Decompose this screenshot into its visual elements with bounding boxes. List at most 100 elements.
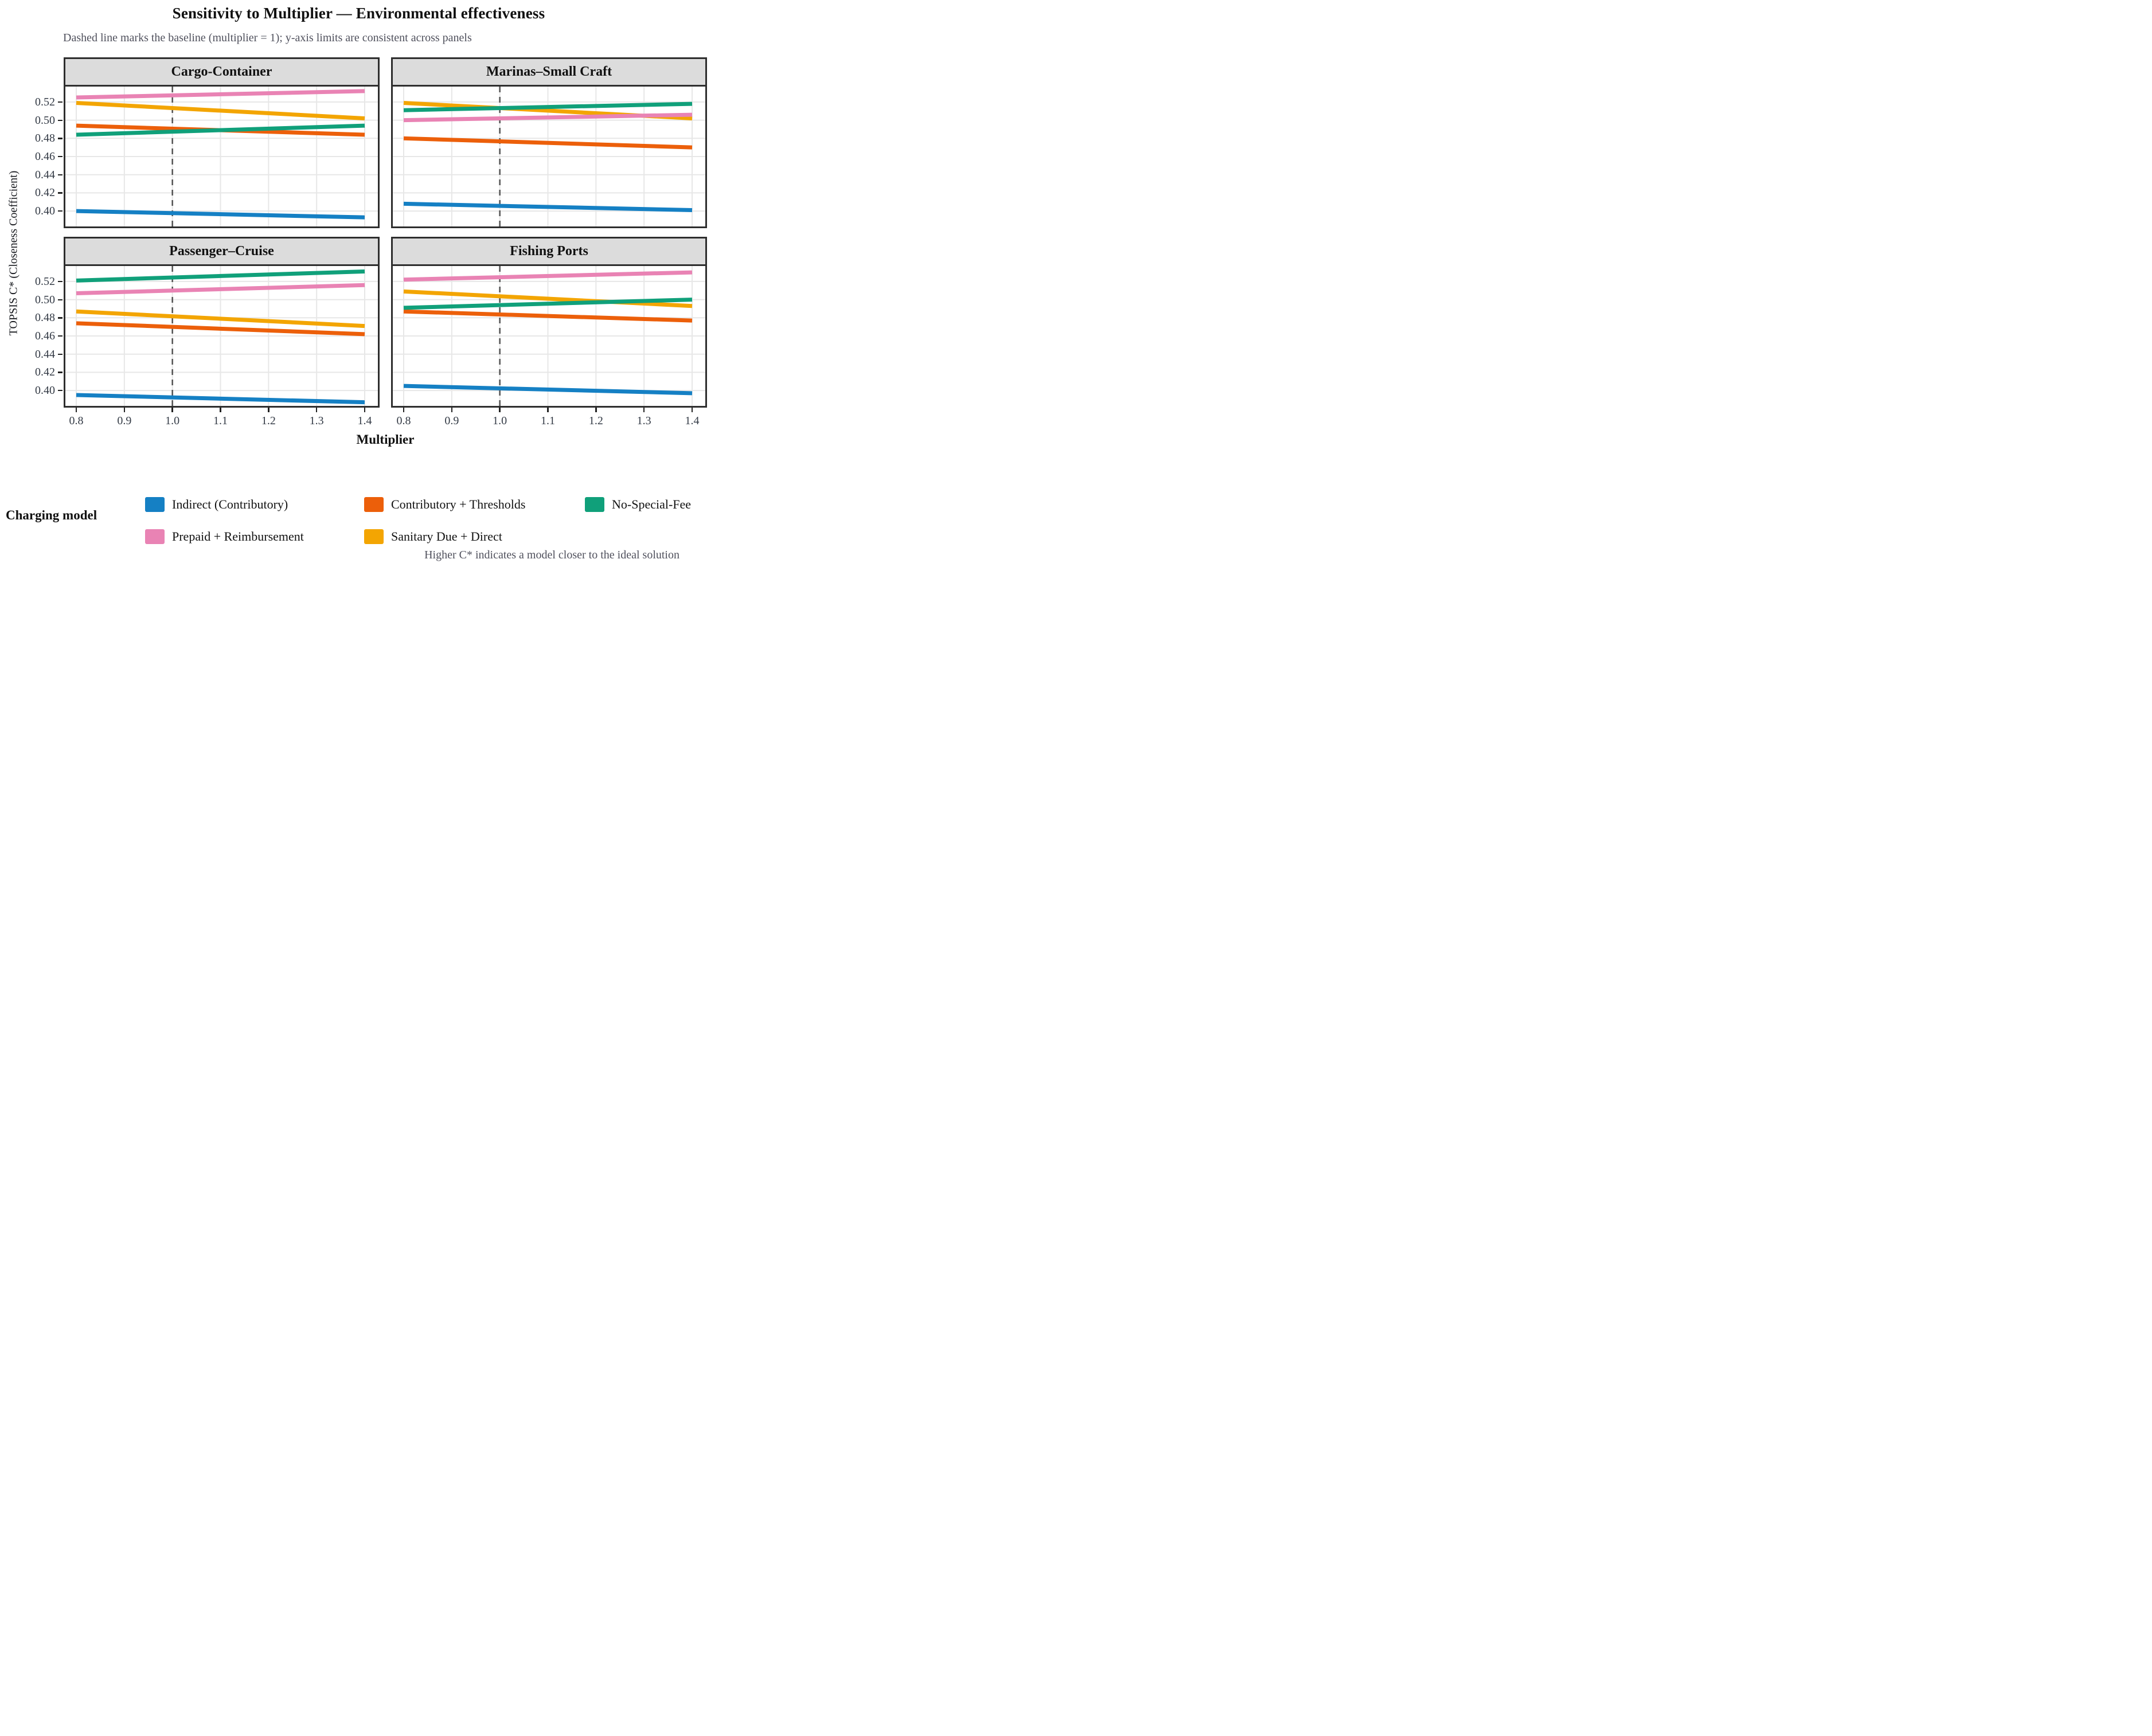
x-tick-mark: [691, 408, 693, 412]
legend-label: No-Special-Fee: [612, 497, 692, 511]
y-axis-title: TOPSIS C* (Closeness Coefficient): [7, 170, 20, 336]
legend-swatch-nospecial: [585, 497, 604, 512]
x-tick-mark: [643, 408, 645, 412]
facet-strip-passenger-cruise: Passenger–Cruise: [64, 237, 380, 264]
x-tick-mark: [123, 408, 126, 412]
series-line-prepaid: [403, 270, 693, 282]
y-tick-label: 0.46: [35, 330, 55, 342]
facet-strip-cargo-container: Cargo-Container: [64, 57, 380, 85]
x-tick-label: 1.0: [493, 415, 507, 427]
x-tick-mark: [451, 408, 453, 412]
legend-label: Indirect (Contributory): [172, 497, 288, 511]
plot-canvas: [393, 266, 705, 406]
y-tick-mark: [58, 317, 63, 319]
facet-title: Passenger–Cruise: [169, 244, 274, 259]
y-tick-label: 0.46: [35, 150, 55, 163]
y-tick-label: 0.42: [35, 366, 55, 379]
y-tick-mark: [58, 156, 63, 158]
series-line-contributory: [403, 309, 693, 323]
legend-label: Sanitary Due + Direct: [391, 529, 502, 544]
x-tick-mark: [315, 408, 318, 412]
series-line-indirect: [76, 209, 365, 220]
x-tick-label: 1.2: [588, 415, 603, 427]
chart-subtitle: Dashed line marks the baseline (multipli…: [63, 32, 472, 44]
x-tick-label: 1.4: [357, 415, 372, 427]
legend-title: Charging model: [6, 508, 97, 522]
facet-title: Marinas–Small Craft: [486, 64, 612, 79]
facet-title: Fishing Ports: [510, 244, 588, 259]
series-line-indirect: [403, 201, 693, 212]
legend-item-contributory: Contributory + Thresholds: [364, 497, 525, 512]
legend-item-indirect: Indirect (Contributory): [145, 497, 288, 512]
figure: Sensitivity to Multiplier — Environmenta…: [0, 0, 717, 578]
y-tick-label: 0.40: [35, 384, 55, 397]
panel-cargo-container: [64, 85, 380, 228]
y-tick-mark: [58, 101, 63, 103]
x-tick-mark: [75, 408, 77, 412]
y-tick-label: 0.40: [35, 205, 55, 218]
legend-item-nospecial: No-Special-Fee: [585, 497, 691, 512]
series-line-contributory: [76, 321, 365, 337]
panel-marinas-small-craft: [391, 85, 707, 228]
legend-swatch-indirect: [145, 497, 165, 512]
facet-strip-fishing-ports: Fishing Ports: [391, 237, 707, 264]
x-tick-label: 1.0: [165, 415, 180, 427]
series-line-contributory: [403, 136, 693, 150]
series-line-nospecial: [76, 269, 365, 283]
y-tick-label: 0.52: [35, 275, 55, 288]
chart-title: Sensitivity to Multiplier — Environmenta…: [172, 5, 545, 22]
x-tick-label: 1.2: [261, 415, 276, 427]
series-line-sanitary: [76, 309, 365, 329]
series-line-prepaid: [76, 89, 365, 100]
x-tick-label: 0.9: [444, 415, 459, 427]
y-tick-label: 0.50: [35, 114, 55, 127]
series-line-prepaid: [403, 112, 693, 123]
legend-label: Contributory + Thresholds: [391, 497, 526, 511]
facet-title: Cargo-Container: [171, 64, 272, 79]
legend-swatch-sanitary: [364, 529, 384, 544]
facet-strip-marinas-small-craft: Marinas–Small Craft: [391, 57, 707, 85]
caption: Higher C* indicates a model closer to th…: [424, 549, 679, 561]
y-tick-mark: [58, 174, 63, 176]
legend-label: Prepaid + Reimbursement: [172, 529, 304, 544]
plot-canvas: [65, 266, 378, 406]
series-line-nospecial: [403, 101, 693, 112]
x-tick-label: 1.1: [213, 415, 228, 427]
x-tick-mark: [171, 408, 173, 412]
x-tick-label: 0.8: [69, 415, 84, 427]
y-tick-mark: [58, 280, 63, 283]
x-tick-mark: [499, 408, 501, 412]
y-tick-mark: [58, 138, 63, 139]
x-tick-mark: [364, 408, 366, 412]
x-tick-mark: [403, 408, 405, 412]
x-tick-label: 0.9: [117, 415, 132, 427]
series-line-sanitary: [76, 101, 365, 120]
y-tick-mark: [58, 119, 63, 121]
plot-canvas: [393, 87, 705, 226]
y-tick-mark: [58, 192, 63, 194]
y-tick-label: 0.52: [35, 95, 55, 108]
y-tick-mark: [58, 390, 63, 392]
x-tick-mark: [595, 408, 597, 412]
x-tick-mark: [220, 408, 221, 412]
y-tick-mark: [58, 353, 63, 355]
y-tick-label: 0.42: [35, 186, 55, 200]
legend-item-sanitary: Sanitary Due + Direct: [364, 529, 502, 544]
series-line-nospecial: [76, 123, 365, 137]
series-line-nospecial: [403, 298, 693, 310]
x-tick-label: 1.3: [636, 415, 651, 427]
y-tick-label: 0.44: [35, 347, 55, 361]
y-tick-label: 0.48: [35, 311, 55, 324]
x-tick-label: 0.8: [396, 415, 411, 427]
legend-swatch-contributory: [364, 497, 384, 512]
series-line-sanitary: [403, 289, 693, 308]
y-tick-mark: [58, 372, 63, 373]
x-tick-mark: [547, 408, 549, 412]
x-tick-label: 1.1: [541, 415, 555, 427]
series-line-indirect: [403, 384, 693, 396]
panel-fishing-ports: [391, 264, 707, 408]
legend-item-prepaid: Prepaid + Reimbursement: [145, 529, 304, 544]
x-tick-label: 1.4: [685, 415, 700, 427]
x-tick-label: 1.3: [309, 415, 324, 427]
x-tick-mark: [268, 408, 270, 412]
